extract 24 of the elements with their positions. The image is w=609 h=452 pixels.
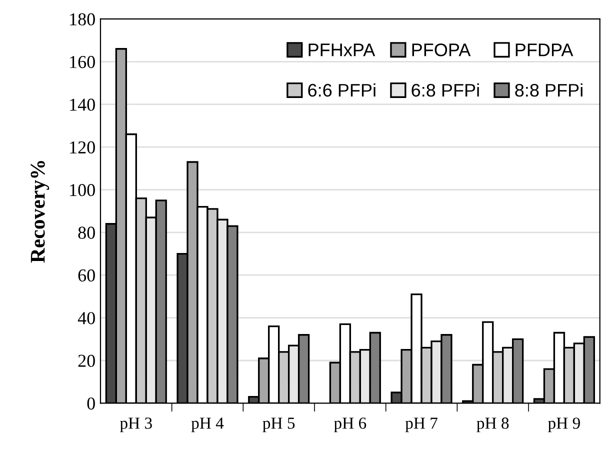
- legend-label: PFDPA: [516, 44, 574, 56]
- legend-label: PFHxPA: [308, 44, 376, 56]
- y-tick-label: 60: [78, 269, 95, 282]
- legend-label: 6:6 PFPi: [308, 83, 376, 97]
- y-tick-label: 20: [78, 354, 95, 367]
- x-tick-label: pH 9: [548, 418, 580, 432]
- y-tick-label: 80: [78, 226, 95, 239]
- x-tick-label: pH 7: [405, 418, 438, 432]
- y-tick-label: 40: [78, 312, 95, 324]
- legend-label: PFOPA: [412, 43, 471, 56]
- x-tick-label: pH 8: [476, 418, 509, 432]
- legend-label: 8:8 PFPi: [515, 83, 582, 97]
- x-tick-label: pH 5: [262, 418, 295, 432]
- y-axis-title: Recovery%: [30, 160, 50, 263]
- y-tick-label: 100: [70, 184, 95, 196]
- x-tick-label: pH 4: [191, 418, 224, 432]
- legend-label: 6:8 PFPi: [412, 83, 479, 97]
- y-tick-label: 160: [70, 56, 95, 68]
- y-tick-label: 120: [70, 141, 95, 154]
- y-tick-label: 0: [87, 397, 95, 410]
- y-tick-label: 180: [70, 13, 95, 26]
- x-tick-label: pH 6: [334, 418, 366, 432]
- y-tick-label: 140: [70, 98, 95, 111]
- x-tick-label: pH 3: [120, 418, 152, 432]
